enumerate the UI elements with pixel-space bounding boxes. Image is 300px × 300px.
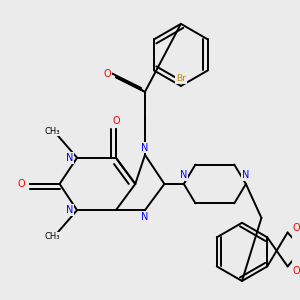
Text: N: N	[66, 153, 74, 163]
Text: CH₃: CH₃	[44, 127, 60, 136]
Text: O: O	[292, 223, 300, 233]
Text: O: O	[292, 266, 300, 276]
Text: N: N	[180, 170, 188, 180]
Text: O: O	[112, 116, 120, 125]
Text: Br: Br	[176, 74, 186, 83]
Text: O: O	[18, 179, 26, 189]
Text: CH₃: CH₃	[44, 232, 60, 241]
Text: N: N	[66, 205, 74, 215]
Text: N: N	[141, 142, 149, 153]
Text: N: N	[141, 212, 149, 222]
Text: N: N	[242, 170, 250, 180]
Text: O: O	[103, 69, 111, 79]
